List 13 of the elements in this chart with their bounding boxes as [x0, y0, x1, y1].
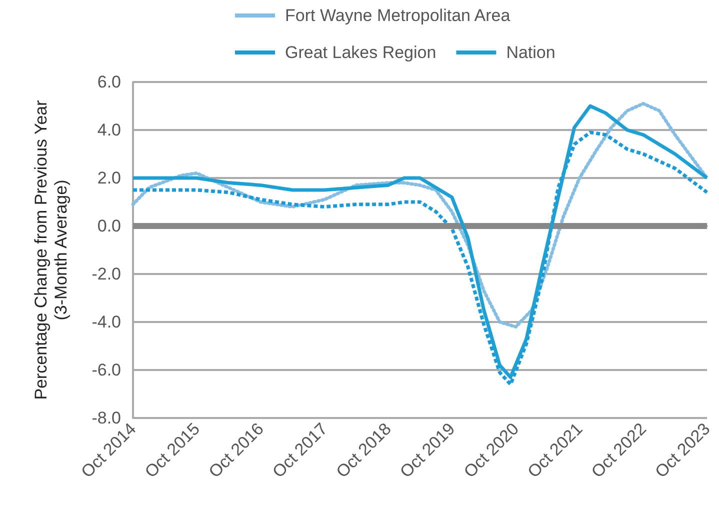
- legend-label: Fort Wayne Metropolitan Area: [285, 6, 511, 25]
- y-tick-label: -4.0: [92, 312, 121, 332]
- y-axis-title: Percentage Change from Previous Year (3-Month Average): [32, 100, 70, 400]
- y-tick-label: 4.0: [97, 120, 121, 140]
- line-series: [131, 102, 709, 329]
- y-tick-label: 2.0: [97, 168, 121, 188]
- y-tick-label: -2.0: [92, 264, 121, 284]
- y-tick-label: -8.0: [92, 408, 121, 428]
- legend-label: Great Lakes Region: [285, 43, 436, 62]
- y-tick-label: 6.0: [97, 72, 121, 92]
- y-tick-label: -6.0: [92, 360, 121, 380]
- legend-label: Nation: [506, 43, 556, 62]
- y-tick-label: 0.0: [97, 216, 121, 236]
